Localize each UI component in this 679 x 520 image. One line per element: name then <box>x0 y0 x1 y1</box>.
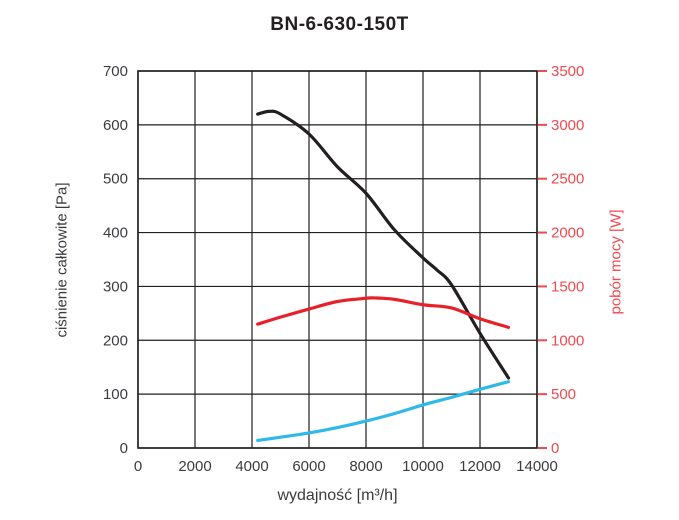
y-right-tick-label: 3000 <box>551 117 584 134</box>
red-power-curve <box>256 296 511 329</box>
x-tick-label: 8000 <box>349 458 382 475</box>
y-left-tick-label: 600 <box>103 117 128 134</box>
y-left-tick-label: 100 <box>103 386 128 403</box>
y-left-tick-label: 300 <box>103 278 128 295</box>
x-tick-label: 0 <box>134 458 142 475</box>
x-tick-label: 4000 <box>235 458 268 475</box>
y-left-tick-label: 700 <box>103 63 128 80</box>
plot-border <box>137 70 538 449</box>
black-pressure-curve <box>256 109 511 380</box>
y-right-tick-label: 0 <box>551 440 559 457</box>
y-right-tick-label: 3500 <box>551 63 584 80</box>
blue-curve <box>256 380 511 443</box>
y-right-tick-label: 1500 <box>551 278 584 295</box>
y-left-tick-label: 0 <box>120 440 128 457</box>
x-axis-label: wydajność [m³/h] <box>277 487 398 504</box>
x-tick-label: 6000 <box>292 458 325 475</box>
y-left-tick-label: 200 <box>103 332 128 349</box>
chart-title: BN-6-630-150T <box>270 14 409 35</box>
y-right-tick-label: 2500 <box>551 171 584 188</box>
x-tick-label: 12000 <box>459 458 501 475</box>
y-right-tick-label: 500 <box>551 386 576 403</box>
x-tick-label: 2000 <box>178 458 211 475</box>
y-right-tick-label: 1000 <box>551 332 584 349</box>
x-tick-label: 10000 <box>402 458 444 475</box>
y-left-tick-label: 500 <box>103 171 128 188</box>
y-left-tick-label: 400 <box>103 225 128 242</box>
x-tick-label: 14000 <box>516 458 558 475</box>
y-right-tick-label: 2000 <box>551 225 584 242</box>
